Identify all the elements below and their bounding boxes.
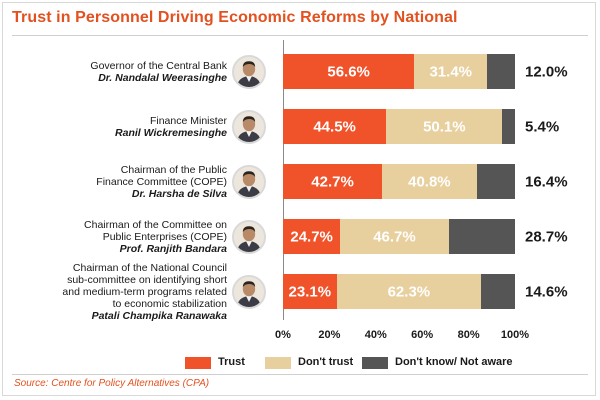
bar-segment: [386, 109, 503, 144]
bar-value-label: 46.7%: [373, 228, 416, 245]
bar-value-label: 44.5%: [313, 118, 356, 135]
person-label: Governor of the Central Bank Dr. Nandalal…: [12, 60, 227, 84]
bar-value-label: 40.8%: [408, 173, 451, 190]
bar-value-label: 31.4%: [429, 63, 473, 80]
bar-segment: [481, 274, 515, 309]
bar-value-label: 42.7%: [311, 173, 354, 190]
bar-segment: [448, 219, 516, 254]
portrait-icon: [232, 274, 266, 309]
person-role-line: Public Enterprises (COPE): [102, 230, 227, 243]
portrait-icon: [232, 54, 266, 89]
source-note: Source: Centre for Policy Alternatives (…: [14, 378, 210, 389]
bar-segment: [414, 54, 488, 89]
bar-value-label: 62.3%: [387, 283, 431, 300]
legend-swatch: [362, 357, 388, 369]
person-role-line: Finance Committee (COPE): [96, 175, 227, 188]
bar-value-label: 56.6%: [327, 63, 370, 80]
person-role-line: to economic stabilization: [112, 297, 227, 310]
legend-label: Trust: [218, 356, 245, 368]
person-name: Ranil Wickremesinghe: [115, 126, 227, 139]
person-role-line: sub-committee on identifying short: [67, 273, 227, 286]
bar-segment: [487, 54, 515, 89]
person-label: Chairman of the Committee on Public Enter…: [12, 219, 227, 255]
bar-value-label: 24.7%: [290, 228, 333, 245]
x-tick-label: 100%: [500, 329, 530, 341]
bar-value-label: 23.1%: [288, 283, 332, 300]
person-role-line: Chairman of the Public: [120, 163, 227, 176]
portrait-icon: [232, 164, 266, 199]
title-divider: [12, 35, 588, 36]
person-name: Dr. Harsha de Silva: [131, 187, 227, 200]
bar-segment: [382, 164, 477, 199]
person-name: Patali Champika Ranawaka: [91, 309, 227, 322]
bar-segment: [283, 164, 383, 199]
bar-segment: [283, 274, 337, 309]
bar-segment: [336, 274, 482, 309]
bar-segment: [476, 164, 515, 199]
person-name: Prof. Ranjith Bandara: [119, 242, 227, 255]
legend-swatch: [265, 357, 291, 369]
source-divider: [12, 374, 588, 375]
person-label: Finance Minister Ranil Wickremesinghe: [12, 115, 227, 139]
person-role-line: Finance Minister: [149, 114, 227, 127]
bar-segment: [283, 219, 341, 254]
person-label: Chairman of the Public Finance Committee …: [12, 164, 227, 200]
person-label: Chairman of the National Council sub-comm…: [12, 262, 227, 322]
bar-value-label: 5.4%: [525, 118, 560, 135]
legend-label: Don't trust: [298, 356, 354, 368]
portrait-icon: [232, 219, 266, 254]
x-tick-label: 60%: [411, 329, 434, 341]
bar-value-label: 12.0%: [525, 63, 568, 80]
legend-swatch: [185, 357, 211, 369]
bar-segment: [340, 219, 449, 254]
bar-segment: [502, 109, 515, 144]
bar-value-label: 28.7%: [525, 228, 568, 245]
bar-segment: [283, 109, 387, 144]
person-role-line: Chairman of the Committee on: [84, 218, 227, 231]
x-tick-label: 20%: [318, 329, 341, 341]
x-tick-label: 0%: [275, 329, 291, 341]
x-tick-label: 40%: [364, 329, 387, 341]
portrait-icon: [232, 109, 266, 144]
legend-label: Don't know/ Not aware: [395, 356, 513, 368]
person-role-line: Governor of the Central Bank: [90, 59, 227, 72]
chart-frame: [2, 2, 596, 396]
person-name: Dr. Nandalal Weerasinghe: [98, 71, 227, 84]
bar-segment: [283, 54, 415, 89]
bar-value-label: 14.6%: [525, 283, 568, 300]
x-tick-label: 80%: [457, 329, 480, 341]
person-role-line: and medium-term programs related: [62, 285, 227, 298]
bar-value-label: 16.4%: [525, 173, 568, 190]
person-role-line: Chairman of the National Council: [72, 261, 227, 274]
bar-value-label: 50.1%: [423, 118, 466, 135]
chart-title: Trust in Personnel Driving Economic Refo…: [12, 9, 458, 26]
